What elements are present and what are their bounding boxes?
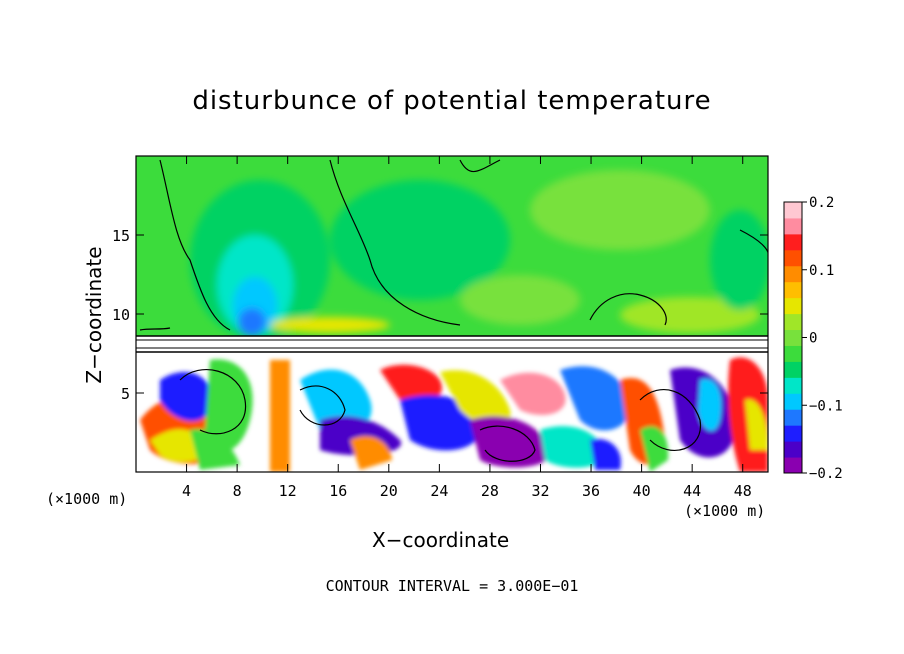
colorbar-swatch — [784, 313, 802, 331]
colorbar-swatch — [784, 265, 802, 283]
colorbar-swatch — [784, 202, 802, 219]
colorbar-tick-label: 0.2 — [809, 195, 834, 211]
x-tick-label: 12 — [279, 482, 297, 500]
x-tick-label: 32 — [531, 482, 549, 500]
upper-layer-patches — [190, 170, 768, 340]
x-tick-label: 28 — [481, 482, 499, 500]
x-tick-label: 20 — [380, 482, 398, 500]
colorbar-swatch — [784, 249, 802, 267]
x-tick-label: 44 — [683, 482, 701, 500]
colorbar-swatch — [784, 361, 802, 378]
colorbar-swatch — [784, 441, 802, 458]
colorbar-tick-label: 0 — [809, 331, 817, 347]
x-tick-label: 24 — [430, 482, 448, 500]
colorbar-swatch — [784, 409, 802, 426]
heatmap-field — [136, 156, 768, 472]
x-tick-label: 48 — [734, 482, 752, 500]
x-axis-label: X−coordinate — [372, 528, 510, 552]
colorbar-swatch — [784, 425, 802, 442]
white-transition-band — [136, 336, 768, 352]
contour-interval-note: CONTOUR INTERVAL = 3.000E−01 — [325, 577, 579, 595]
x-unit-label-right: (×1000 m) — [684, 502, 766, 520]
x-tick-label: 4 — [182, 482, 191, 500]
x-tick-label: 36 — [582, 482, 600, 500]
colorbar: 0.2 0.1 0 −0.1 −0.2 — [783, 195, 843, 482]
y-ticks: 5 10 15 — [112, 227, 768, 403]
colorbar-swatch — [784, 345, 802, 362]
colorbar-swatch — [784, 233, 802, 251]
colorbar-swatch — [784, 393, 802, 410]
colorbar-swatch — [784, 377, 802, 394]
colorbar-swatch — [784, 329, 802, 346]
colorbar-swatch — [784, 217, 802, 235]
x-ticks: 4 8 12 16 20 24 28 32 36 40 44 48 — [182, 156, 752, 500]
colorbar-tick-label: 0.1 — [809, 263, 834, 279]
contour-lines — [139, 159, 768, 462]
y-tick-label: 5 — [121, 385, 130, 403]
colorbar-tick-label: −0.1 — [809, 398, 843, 414]
colorbar-swatch — [784, 297, 802, 315]
x-unit-label-left: (×1000 m) — [46, 490, 128, 508]
colorbar-swatch — [784, 281, 802, 299]
x-tick-label: 16 — [329, 482, 347, 500]
turbulent-eddies — [140, 357, 768, 472]
chart-title: disturbunce of potential temperature — [192, 86, 712, 116]
y-tick-label: 15 — [112, 227, 130, 245]
y-tick-label: 10 — [112, 306, 130, 324]
x-tick-label: 8 — [233, 482, 242, 500]
x-tick-label: 40 — [633, 482, 651, 500]
colorbar-tick-label: −0.2 — [809, 466, 843, 482]
colorbar-swatch — [784, 457, 802, 474]
